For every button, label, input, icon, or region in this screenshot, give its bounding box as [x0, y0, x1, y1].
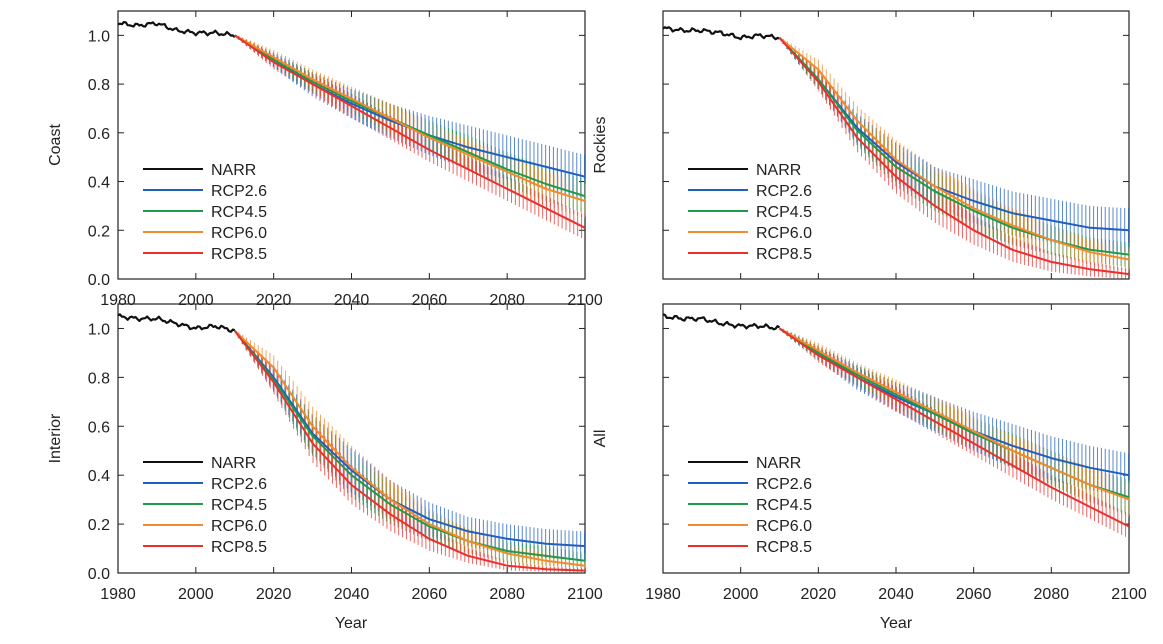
rockies-y-axis-title: Rockies	[592, 117, 609, 174]
all-x-tick-label-2080: 2080	[1034, 586, 1070, 603]
coast-x-tick-label-2080: 2080	[489, 292, 525, 309]
interior-y-tick-label-1: 0.2	[88, 517, 110, 534]
interior-legend-label-4: RCP8.5	[211, 539, 267, 556]
coast-legend-label-1: RCP2.6	[211, 183, 267, 200]
interior-x-tick-label-2000: 2000	[178, 586, 214, 603]
all-x-tick-label-2040: 2040	[878, 586, 914, 603]
coast-y-tick-label-0: 0.0	[88, 272, 110, 289]
all-legend-label-3: RCP6.0	[756, 518, 812, 535]
all-x-tick-label-2000: 2000	[723, 586, 759, 603]
interior-y-tick-label-3: 0.6	[88, 419, 110, 436]
rockies-legend-label-2: RCP4.5	[756, 204, 812, 221]
interior-x-tick-label-2060: 2060	[412, 586, 448, 603]
rockies-error-bars-1	[782, 39, 1130, 253]
rockies-series-line-0	[662, 26, 780, 41]
all-legend-label-4: RCP8.5	[756, 539, 812, 556]
x-axis-title-right: Year	[880, 615, 913, 632]
coast-series-line-4	[234, 34, 586, 229]
interior-x-tick-label-1980: 1980	[100, 586, 136, 603]
coast-x-tick-label-1980: 1980	[100, 292, 136, 309]
all-x-tick-label-2020: 2020	[801, 586, 837, 603]
rockies-series-line-3	[778, 37, 1130, 261]
interior-x-tick-label-2080: 2080	[489, 586, 525, 603]
all-x-tick-label-2100: 2100	[1111, 586, 1147, 603]
panel-rockies: Rockies NARR RCP2.6 RCP4.5 RCP6.0 RCP8.5	[592, 10, 1130, 280]
coast-y-tick-label-1: 0.2	[88, 223, 110, 240]
interior-legend-label-2: RCP4.5	[211, 497, 267, 514]
coast-series-line-1	[234, 34, 586, 178]
interior-y-tick-label-2: 0.4	[88, 468, 110, 485]
coast-y-tick-label-5: 1.0	[88, 28, 110, 45]
panel-coast: 1980 2000 2020 2040 2060 2080 2100 0.0 0.2 0.4 0.6…	[47, 10, 603, 309]
all-series-line-4	[778, 327, 1130, 528]
panel-interior: 1980 2000 2020 2040 2060 2080 2100 0.0 0.2 0.4 0.6…	[47, 303, 603, 603]
all-series-line-3	[779, 327, 1130, 501]
interior-legend-label-1: RCP2.6	[211, 476, 267, 493]
coast-x-tick-label-2000: 2000	[178, 292, 214, 309]
interior-y-tick-label-0: 0.0	[88, 566, 110, 583]
panel-all: 1980 2000 2020 2040 2060 2080 2100 All NARR RCP2.…	[592, 303, 1147, 603]
coast-y-axis-title: Coast	[47, 124, 64, 166]
interior-legend-label-0: NARR	[211, 455, 256, 472]
rockies-error-bars-3	[783, 38, 1130, 272]
coast-legend-label-4: RCP8.5	[211, 246, 267, 263]
rockies-error-bars-2	[782, 39, 1130, 267]
interior-series-line-4	[234, 330, 586, 572]
interior-y-tick-label-4: 0.8	[88, 370, 110, 387]
all-x-tick-label-1980: 1980	[645, 586, 681, 603]
interior-x-tick-label-2100: 2100	[567, 586, 603, 603]
rockies-legend-label-0: NARR	[756, 162, 801, 179]
interior-series-line-0	[117, 313, 236, 333]
all-x-tick-label-2060: 2060	[956, 586, 992, 603]
all-legend-label-0: NARR	[756, 455, 801, 472]
coast-series-line-2	[234, 34, 586, 198]
coast-y-tick-label-3: 0.6	[88, 126, 110, 143]
interior-error-bars-2	[237, 333, 586, 569]
all-error-bars-1	[782, 329, 1130, 498]
all-legend-label-1: RCP2.6	[756, 476, 812, 493]
interior-series-line-1	[234, 330, 586, 548]
rockies-legend-label-1: RCP2.6	[756, 183, 812, 200]
coast-x-tick-label-2020: 2020	[256, 292, 292, 309]
coast-legend-label-3: RCP6.0	[211, 225, 267, 242]
coast-error-bars-2	[237, 35, 586, 214]
rockies-legend-label-4: RCP8.5	[756, 246, 812, 263]
coast-x-tick-label-2060: 2060	[412, 292, 448, 309]
interior-series-line-2	[234, 330, 586, 562]
coast-series-line-3	[234, 34, 586, 202]
all-series-line-1	[778, 327, 1130, 477]
rockies-series-line-2	[778, 37, 1130, 256]
all-series-line-0	[662, 313, 781, 331]
coast-series-line-0	[117, 21, 236, 39]
rockies-legend-label-3: RCP6.0	[756, 225, 812, 242]
coast-y-tick-label-2: 0.4	[88, 175, 110, 192]
interior-legend-label-3: RCP6.0	[211, 518, 267, 535]
coast-legend-label-2: RCP4.5	[211, 204, 267, 221]
x-axis-title-left: Year	[335, 615, 368, 632]
interior-y-axis-title: Interior	[47, 413, 64, 463]
all-legend-label-2: RCP4.5	[756, 497, 812, 514]
coast-x-tick-label-2100: 2100	[567, 292, 603, 309]
coast-error-bars-1	[237, 35, 586, 199]
interior-x-tick-label-2020: 2020	[256, 586, 292, 603]
coast-x-tick-label-2040: 2040	[334, 292, 370, 309]
coast-legend-label-0: NARR	[211, 162, 256, 179]
coast-y-tick-label-4: 0.8	[88, 77, 110, 94]
rockies-series-line-4	[778, 37, 1130, 276]
interior-series-line-3	[234, 330, 586, 567]
all-y-axis-title: All	[592, 430, 609, 448]
interior-y-tick-label-5: 1.0	[88, 321, 110, 338]
interior-x-tick-label-2040: 2040	[334, 586, 370, 603]
interior-error-bars-3	[238, 332, 586, 571]
